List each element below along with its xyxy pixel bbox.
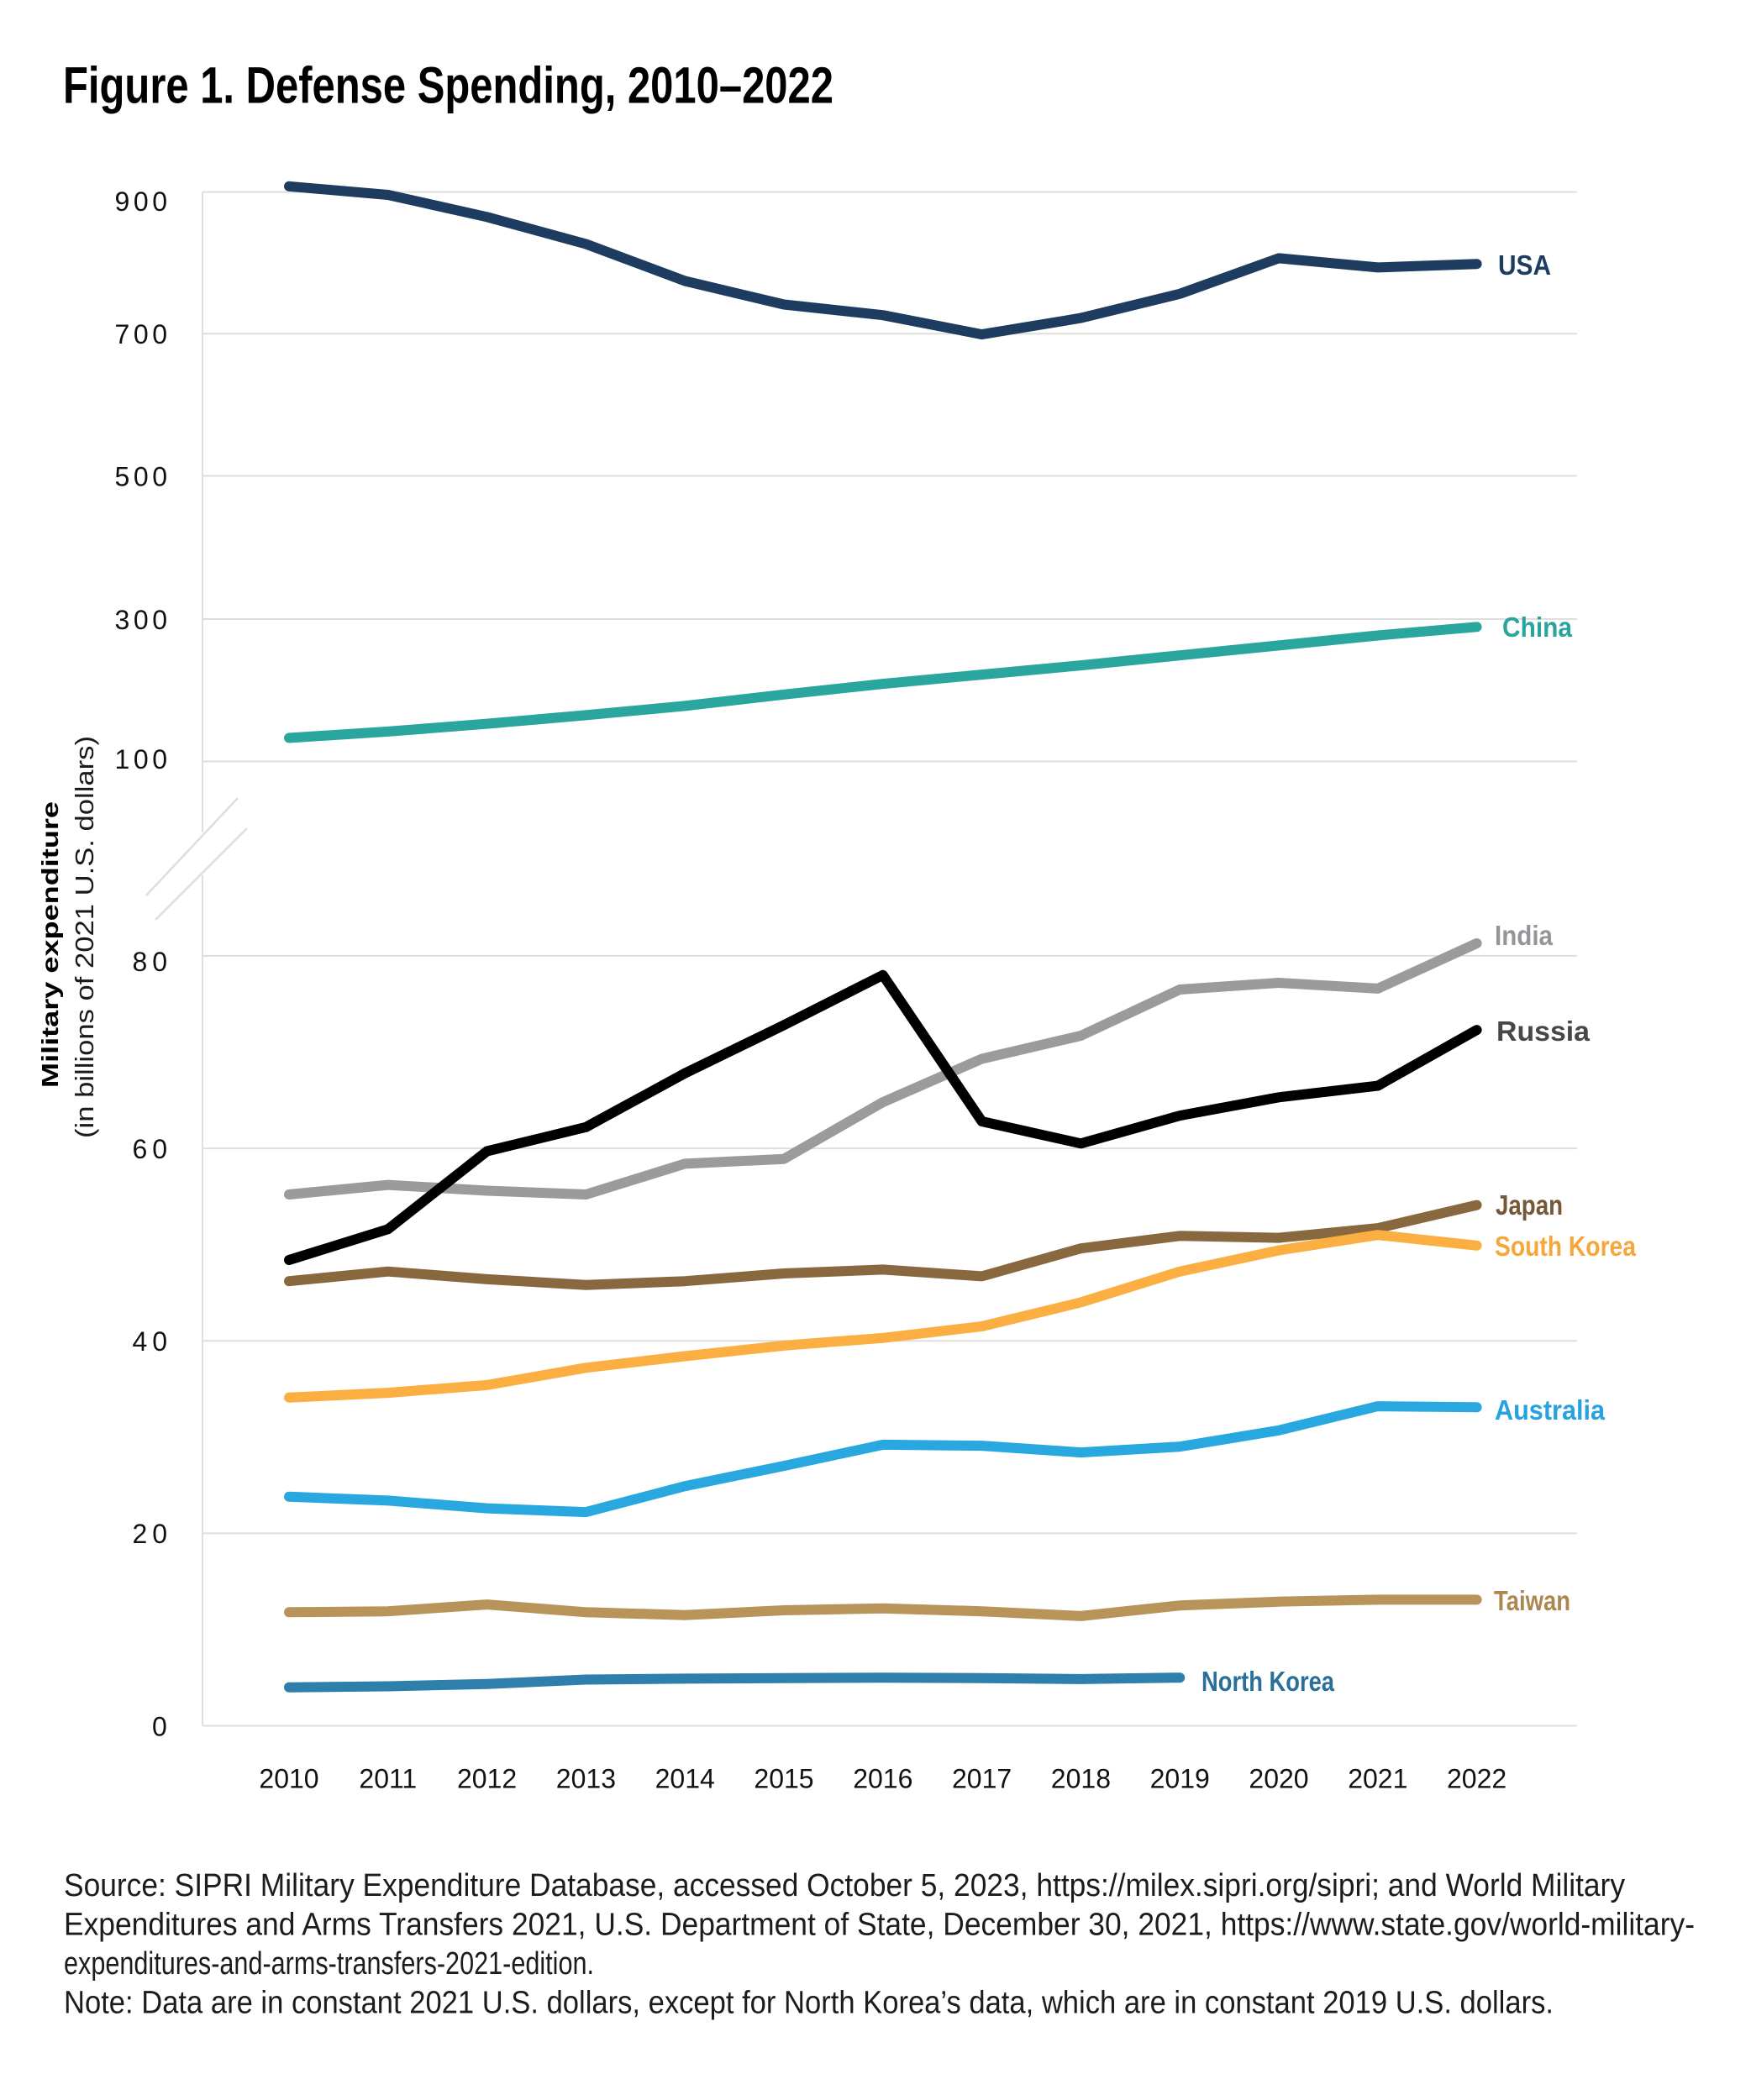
svg-text:2011: 2011 [359, 1763, 417, 1793]
svg-text:2015: 2015 [754, 1763, 813, 1793]
svg-text:China: China [1502, 612, 1573, 643]
svg-text:Russia: Russia [1496, 1016, 1591, 1047]
svg-text:2010: 2010 [259, 1763, 318, 1793]
svg-text:South Korea: South Korea [1495, 1231, 1637, 1262]
svg-text:2016: 2016 [853, 1763, 912, 1793]
svg-text:2014: 2014 [655, 1763, 715, 1793]
svg-text:Figure 1. Defense Spending, 20: Figure 1. Defense Spending, 2010–2022 [63, 56, 833, 113]
svg-text:2022: 2022 [1447, 1763, 1506, 1793]
svg-text:2021: 2021 [1348, 1763, 1407, 1793]
svg-text:North Korea: North Korea [1202, 1666, 1335, 1697]
svg-text:Taiwan: Taiwan [1494, 1585, 1570, 1616]
svg-text:2018: 2018 [1051, 1763, 1111, 1793]
svg-text:USA: USA [1498, 249, 1551, 281]
svg-text:Note: Data are in constant 202: Note: Data are in constant 2021 U.S. dol… [64, 1986, 1554, 2021]
svg-text:expenditures-and-arms-transfer: expenditures-and-arms-transfers-2021-edi… [64, 1946, 594, 1982]
svg-text:2020: 2020 [1249, 1763, 1308, 1793]
svg-text:2013: 2013 [556, 1763, 616, 1793]
svg-text:900: 900 [115, 186, 168, 217]
svg-text:2017: 2017 [952, 1763, 1012, 1793]
svg-text:500: 500 [115, 461, 168, 491]
svg-text:India: India [1495, 920, 1554, 951]
svg-text:Expenditures and Arms Transfer: Expenditures and Arms Transfers 2021, U.… [64, 1908, 1695, 1943]
svg-text:(in billions of 2021 U.S. doll: (in billions of 2021 U.S. dollars) [70, 736, 99, 1138]
svg-text:300: 300 [115, 605, 168, 635]
svg-text:2019: 2019 [1150, 1763, 1210, 1793]
svg-text:Australia: Australia [1495, 1394, 1606, 1425]
svg-text:Source: SIPRI Military Expendi: Source: SIPRI Military Expenditure Datab… [64, 1868, 1625, 1903]
svg-text:100: 100 [115, 744, 168, 774]
svg-text:0: 0 [152, 1711, 167, 1741]
svg-text:Japan: Japan [1496, 1189, 1563, 1221]
svg-text:700: 700 [115, 319, 168, 349]
svg-text:Military expenditure: Military expenditure [37, 801, 63, 1088]
svg-text:2012: 2012 [457, 1763, 517, 1793]
